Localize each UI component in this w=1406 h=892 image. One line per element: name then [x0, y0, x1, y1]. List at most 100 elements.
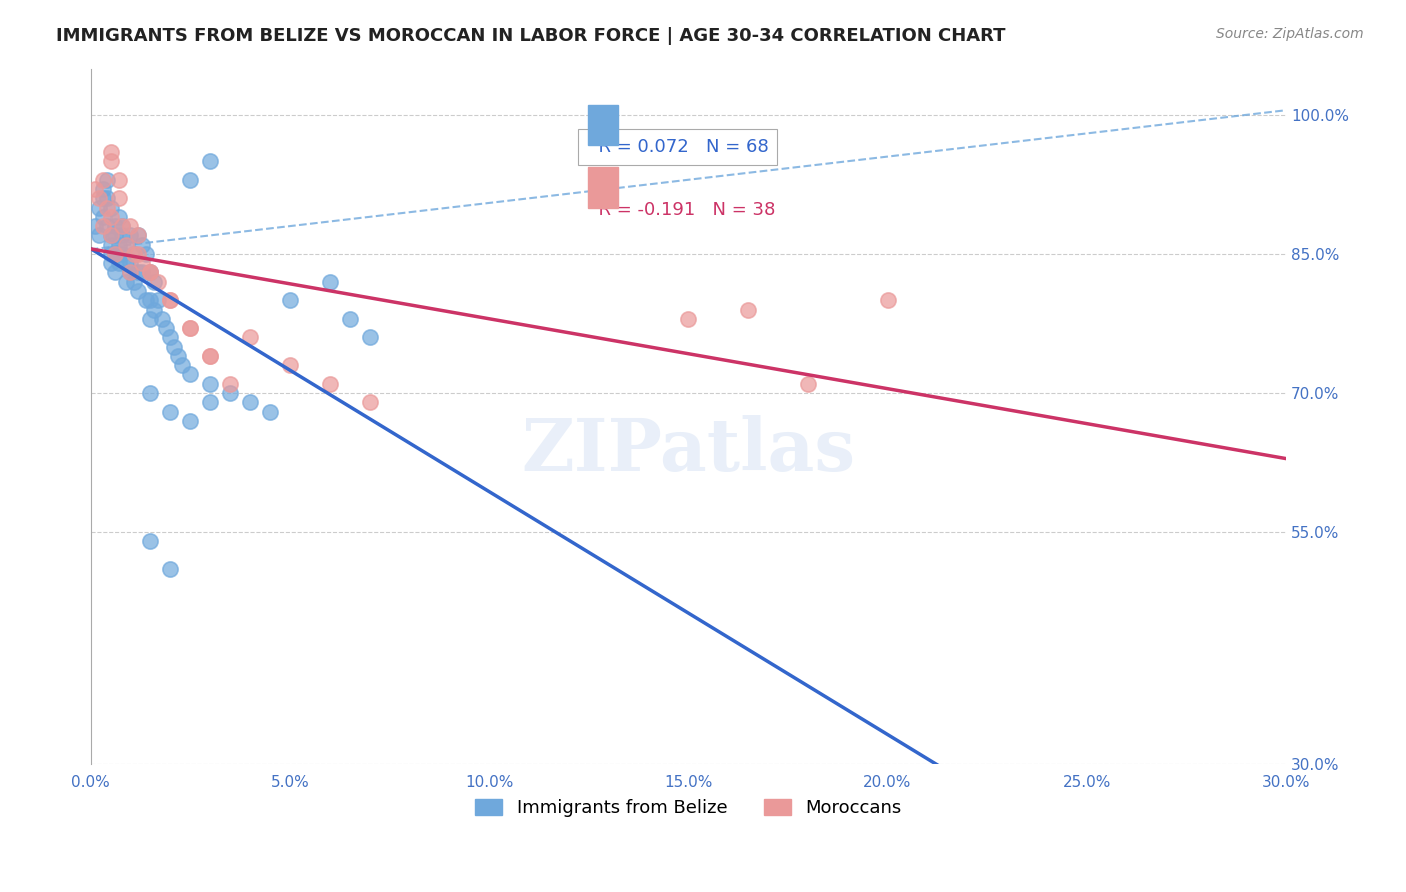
Point [91, 219, 114, 234]
Text: R = -0.191   N = 38: R = -0.191 N = 38 [586, 201, 775, 219]
Point [111, 219, 134, 234]
Point [139, 265, 162, 279]
Point [678, 311, 700, 326]
Point [127, 228, 149, 243]
Point [219, 386, 242, 401]
Point [198, 154, 221, 169]
Point [127, 247, 149, 261]
Point [198, 349, 221, 363]
Point [100, 201, 122, 215]
Point [139, 534, 162, 549]
Point [198, 376, 221, 391]
Point [163, 340, 186, 354]
Point [96, 173, 118, 187]
Point [127, 265, 149, 279]
Point [155, 321, 177, 335]
Point [259, 404, 281, 418]
Point [87, 191, 110, 205]
Point [198, 395, 221, 409]
Point [172, 358, 194, 372]
Point [115, 275, 138, 289]
Point [179, 321, 201, 335]
Point [103, 219, 125, 234]
Point [159, 562, 181, 576]
Point [179, 173, 201, 187]
Point [111, 247, 134, 261]
Point [150, 311, 173, 326]
Point [159, 330, 181, 344]
Point [103, 247, 125, 261]
Point [339, 311, 361, 326]
Point [115, 237, 138, 252]
Point [100, 145, 122, 159]
Point [139, 265, 162, 279]
Point [131, 256, 153, 270]
Point [100, 228, 122, 243]
Point [100, 154, 122, 169]
Point [124, 247, 146, 261]
Point [91, 210, 114, 224]
Point [91, 173, 114, 187]
Point [100, 237, 122, 252]
Point [115, 256, 138, 270]
Legend: Immigrants from Belize, Moroccans: Immigrants from Belize, Moroccans [468, 791, 908, 824]
Point [127, 284, 149, 298]
Point [148, 293, 170, 308]
Point [135, 293, 157, 308]
Point [159, 293, 181, 308]
Point [100, 256, 122, 270]
Text: R = 0.072   N = 68: R = 0.072 N = 68 [586, 138, 769, 156]
Point [83, 182, 105, 196]
FancyBboxPatch shape [588, 104, 617, 145]
Point [127, 228, 149, 243]
Point [100, 210, 122, 224]
Point [219, 376, 242, 391]
Point [318, 275, 340, 289]
Point [107, 210, 129, 224]
FancyBboxPatch shape [588, 168, 617, 208]
Point [139, 386, 162, 401]
Point [148, 275, 170, 289]
Point [120, 265, 142, 279]
Point [107, 237, 129, 252]
Point [239, 395, 262, 409]
Point [83, 219, 105, 234]
Point [100, 247, 122, 261]
Point [143, 275, 166, 289]
Point [115, 237, 138, 252]
Text: ZIPatlas: ZIPatlas [522, 416, 855, 486]
Point [139, 311, 162, 326]
Point [100, 228, 122, 243]
Point [107, 191, 129, 205]
Point [131, 265, 153, 279]
Point [124, 247, 146, 261]
Point [167, 349, 190, 363]
Point [143, 302, 166, 317]
Point [120, 228, 142, 243]
Text: IMMIGRANTS FROM BELIZE VS MOROCCAN IN LABOR FORCE | AGE 30-34 CORRELATION CHART: IMMIGRANTS FROM BELIZE VS MOROCCAN IN LA… [56, 27, 1005, 45]
Point [120, 256, 142, 270]
Point [111, 219, 134, 234]
Point [359, 330, 381, 344]
Point [96, 201, 118, 215]
Point [124, 275, 146, 289]
Point [135, 247, 157, 261]
Point [139, 293, 162, 308]
Point [239, 330, 262, 344]
Point [103, 228, 125, 243]
Point [159, 404, 181, 418]
Point [120, 265, 142, 279]
Point [96, 219, 118, 234]
Point [737, 302, 759, 317]
Point [179, 414, 201, 428]
Point [91, 191, 114, 205]
Point [87, 201, 110, 215]
Point [198, 349, 221, 363]
Point [120, 219, 142, 234]
Point [111, 228, 134, 243]
Point [96, 191, 118, 205]
Point [159, 293, 181, 308]
Point [278, 358, 301, 372]
Point [103, 247, 125, 261]
Point [87, 228, 110, 243]
